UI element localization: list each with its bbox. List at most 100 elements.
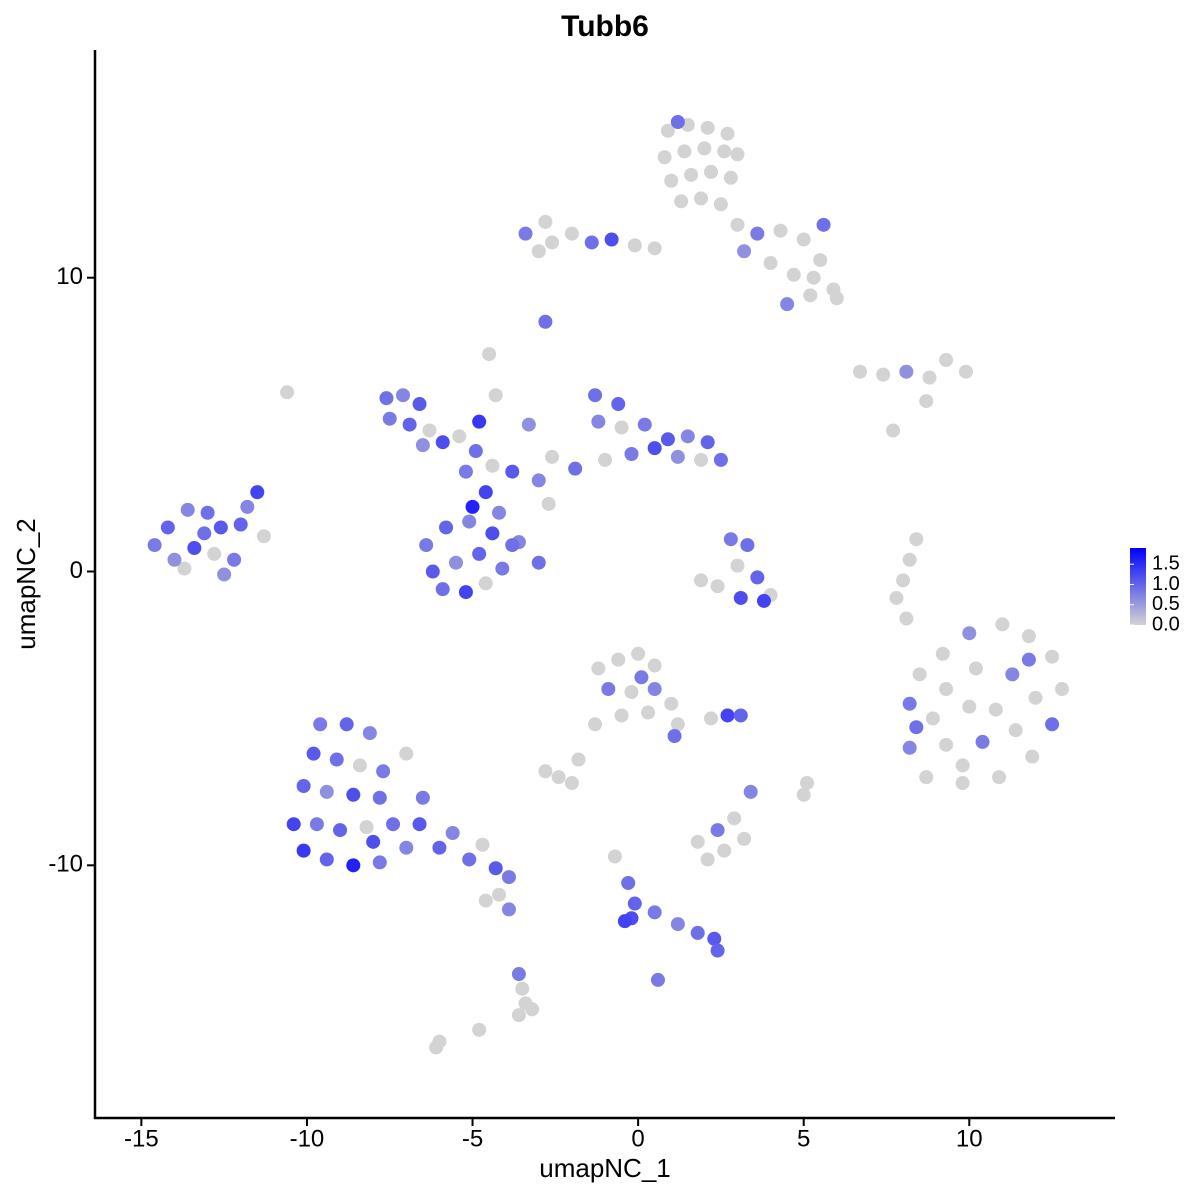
cell-point — [1028, 690, 1043, 705]
x-tick-label: 0 — [631, 1125, 644, 1152]
cell-point — [488, 861, 503, 876]
cell-point — [472, 546, 487, 561]
cell-point — [909, 720, 924, 735]
cell-point — [213, 520, 228, 535]
cell-point — [1008, 723, 1023, 738]
cell-point — [160, 520, 175, 535]
cell-point — [250, 485, 265, 500]
cell-point — [988, 702, 1003, 717]
x-tick-label: -5 — [462, 1125, 483, 1152]
cell-point — [889, 590, 904, 605]
x-axis-title: umapNC_1 — [539, 1153, 671, 1183]
cell-point — [922, 370, 937, 385]
cell-point — [551, 770, 566, 785]
cell-point — [647, 241, 662, 256]
cell-point — [670, 717, 685, 732]
cell-point — [992, 770, 1007, 785]
cell-point — [713, 197, 728, 212]
cell-point — [740, 538, 755, 553]
cell-point — [240, 499, 255, 514]
cell-point — [531, 473, 546, 488]
cell-point — [177, 561, 192, 576]
cell-point — [680, 429, 695, 444]
cell-point — [703, 164, 718, 179]
cell-point — [488, 388, 503, 403]
chart-title: Tubb6 — [561, 10, 649, 43]
cell-point — [1055, 682, 1070, 697]
points-layer — [147, 114, 1070, 1055]
cell-point — [395, 388, 410, 403]
cell-point — [607, 849, 622, 864]
cell-point — [647, 905, 662, 920]
cell-point — [975, 734, 990, 749]
cell-point — [584, 235, 599, 250]
cell-point — [720, 708, 735, 723]
cell-point — [564, 226, 579, 241]
cell-point — [670, 114, 685, 129]
legend-tick-label: 0.0 — [1152, 613, 1180, 635]
cell-point — [919, 394, 934, 409]
cell-point — [780, 297, 795, 312]
cell-point — [448, 555, 463, 570]
cell-point — [478, 485, 493, 500]
cell-point — [1045, 717, 1060, 732]
cell-point — [700, 120, 715, 135]
cell-point — [650, 972, 665, 987]
cell-point — [399, 840, 414, 855]
cell-point — [435, 582, 450, 597]
cell-point — [756, 593, 771, 608]
cell-point — [511, 1008, 526, 1023]
y-tick-label: -10 — [48, 851, 83, 878]
cell-point — [902, 552, 917, 567]
cell-point — [647, 682, 662, 697]
cell-point — [816, 217, 831, 232]
legend-tick-label: 0.5 — [1152, 593, 1180, 615]
cell-point — [717, 144, 732, 159]
cell-point — [306, 746, 321, 761]
cell-point — [886, 423, 901, 438]
cell-point — [286, 817, 301, 832]
cell-point — [813, 253, 828, 268]
cell-point — [919, 770, 934, 785]
cell-point — [876, 367, 891, 382]
cell-point — [743, 784, 758, 799]
cell-point — [505, 464, 520, 479]
cell-point — [694, 191, 709, 206]
cell-point — [902, 696, 917, 711]
cell-point — [601, 682, 616, 697]
cell-point — [667, 729, 682, 744]
cell-point — [713, 452, 728, 467]
cell-point — [697, 141, 712, 156]
cell-point — [710, 943, 725, 958]
cell-point — [899, 364, 914, 379]
cell-point — [362, 726, 377, 741]
cell-point — [415, 790, 430, 805]
cell-point — [280, 385, 295, 400]
cell-point — [352, 758, 367, 773]
cell-point — [591, 414, 606, 429]
cell-point — [588, 717, 603, 732]
cell-point — [197, 526, 212, 541]
cell-point — [909, 532, 924, 547]
cell-point — [429, 1040, 444, 1055]
cell-point — [545, 235, 560, 250]
cell-point — [511, 967, 526, 982]
cell-point — [386, 817, 401, 832]
x-tick-label: -10 — [290, 1125, 325, 1152]
cell-point — [800, 776, 815, 791]
cell-point — [958, 364, 973, 379]
cell-point — [495, 561, 510, 576]
cell-point — [664, 173, 679, 188]
cell-point — [346, 787, 361, 802]
cell-point — [531, 555, 546, 570]
cell-point — [1021, 629, 1036, 644]
cell-point — [614, 420, 629, 435]
cell-point — [730, 558, 745, 573]
cell-point — [962, 699, 977, 714]
cell-point — [296, 778, 311, 793]
cell-point — [624, 684, 639, 699]
x-tick-label: -15 — [124, 1125, 159, 1152]
cell-point — [1025, 749, 1040, 764]
cell-point — [568, 461, 583, 476]
